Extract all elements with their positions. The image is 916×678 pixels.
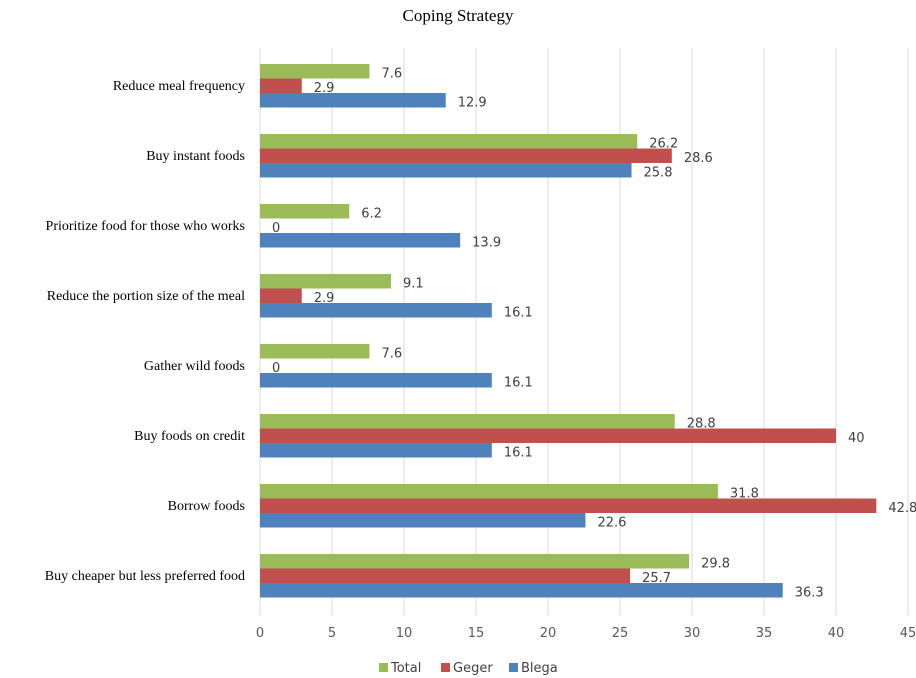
x-tick-label: 40 [828, 626, 845, 641]
data-label: 22.6 [597, 516, 626, 531]
bar-blega [260, 93, 446, 108]
data-label: 2.9 [314, 81, 335, 96]
category-label: Gather wild foods [144, 359, 245, 374]
category-label: Prioritize food for those who works [46, 219, 245, 234]
data-labels: 7.6 2.9 12.9 26.2 28.6 25.8 6.2 0 13.9 9.1 2.9 16.1… [272, 67, 916, 601]
data-label: 7.6 [381, 67, 402, 82]
bar-total [260, 64, 370, 79]
bar-geger [260, 568, 631, 583]
x-tick-label: 35 [756, 626, 773, 641]
data-label: 0 [272, 361, 280, 376]
data-label: 25.7 [642, 571, 671, 586]
data-label: 12.9 [458, 96, 487, 111]
data-label: 29.8 [701, 557, 730, 572]
bar-blega [260, 513, 586, 528]
x-tick-label: 20 [540, 626, 557, 641]
bar-blega [260, 163, 632, 178]
data-label: 9.1 [403, 277, 424, 292]
data-label: 16.1 [504, 446, 533, 461]
data-label: 31.8 [730, 487, 759, 502]
bar-blega [260, 303, 492, 318]
bar-blega [260, 443, 492, 458]
legend-swatch-geger [441, 663, 450, 672]
data-label: 40 [848, 431, 865, 446]
bar-geger [260, 288, 302, 303]
category-label: Borrow foods [168, 499, 245, 514]
data-label: 0 [272, 221, 280, 236]
legend-label: Geger [453, 661, 493, 676]
data-label: 16.1 [504, 376, 533, 391]
category-label: Buy instant foods [146, 149, 245, 164]
bar-geger [260, 428, 836, 443]
x-tick-label: 45 [900, 626, 916, 641]
bar-blega [260, 233, 461, 248]
bar-total [260, 414, 675, 429]
bar-total [260, 274, 392, 289]
legend-label: Total [390, 661, 421, 676]
bar-geger [260, 148, 672, 163]
legend-label: Blega [521, 661, 558, 676]
data-label: 25.8 [644, 166, 673, 181]
category-label: Reduce meal frequency [113, 79, 245, 94]
bar-total [260, 204, 350, 219]
data-label: 28.8 [687, 417, 716, 432]
category-label: Buy foods on credit [134, 429, 245, 444]
data-label: 6.2 [361, 207, 382, 222]
bar-blega [260, 583, 783, 598]
data-label: 16.1 [504, 306, 533, 321]
legend: Total Geger Blega [379, 661, 558, 676]
data-label: 36.3 [795, 586, 824, 601]
category-labels: Reduce meal frequency Buy instant foods Pr… [45, 79, 245, 584]
x-tick-label: 25 [612, 626, 629, 641]
x-tick-label: 10 [396, 626, 413, 641]
legend-swatch-blega [509, 663, 518, 672]
legend-swatch-total [379, 663, 388, 672]
bar-total [260, 484, 718, 499]
x-tick-label: 30 [684, 626, 701, 641]
data-label: 26.2 [649, 137, 678, 152]
bar-total [260, 134, 638, 149]
data-label: 7.6 [381, 347, 402, 362]
chart-title: Coping Strategy [402, 6, 514, 25]
bar-total [260, 344, 370, 359]
data-label: 28.6 [684, 151, 713, 166]
bar-total [260, 554, 690, 569]
bar-blega [260, 373, 492, 388]
category-label: Buy cheaper but less preferred food [45, 569, 245, 584]
data-label: 42.8 [888, 501, 916, 516]
x-tick-label: 5 [328, 626, 336, 641]
data-label: 13.9 [472, 236, 501, 251]
bar-geger [260, 498, 877, 513]
bars [260, 64, 877, 598]
category-label: Reduce the portion size of the meal [47, 289, 245, 304]
x-tick-label: 0 [256, 626, 264, 641]
bar-geger [260, 78, 302, 93]
x-tick-label: 15 [468, 626, 485, 641]
gridlines [259, 48, 909, 615]
x-axis-ticks: 0 5 10 15 20 25 30 35 40 45 [256, 626, 916, 641]
data-label: 2.9 [314, 291, 335, 306]
